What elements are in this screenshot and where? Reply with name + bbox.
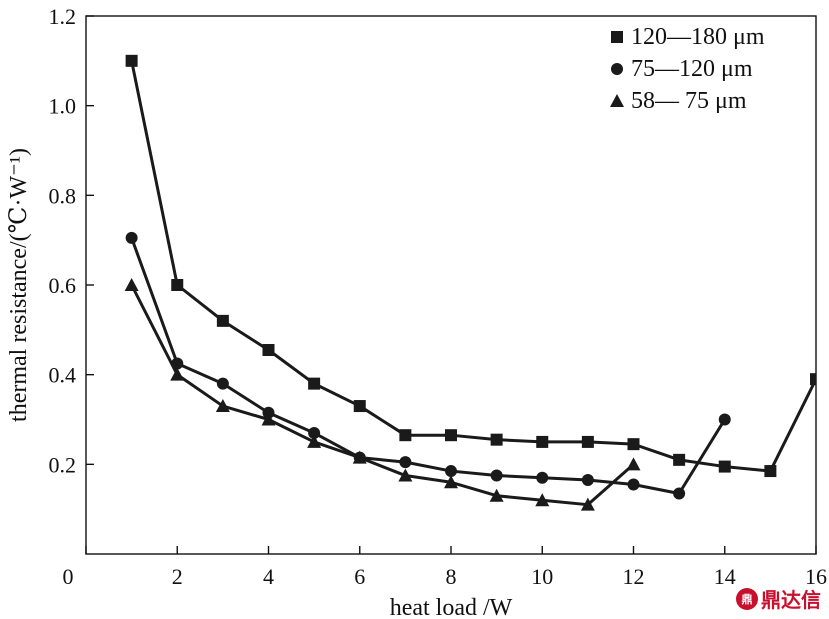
x-tick-label: 10 xyxy=(531,564,553,589)
data-point-circle xyxy=(718,413,731,426)
legend-label-square: 120—180 μm xyxy=(631,24,765,50)
data-point-triangle xyxy=(444,475,458,489)
y-tick-label: 0.4 xyxy=(49,363,77,388)
axes: 0 2 4 6 8 10 12 14 16 0.2 0.4 0.6 0.8 1.0 1.2 xyxy=(49,4,828,589)
x-tick-label: 0 xyxy=(63,564,74,589)
data-point-square xyxy=(399,429,412,442)
y-tick-label: 1.0 xyxy=(49,94,77,119)
x-tick-label: 12 xyxy=(623,564,645,589)
data-point-square xyxy=(581,435,594,448)
data-point-square xyxy=(445,429,457,442)
data-point-square xyxy=(764,465,777,478)
x-tick-label: 4 xyxy=(263,564,274,589)
data-point-circle xyxy=(216,377,229,390)
data-point-square xyxy=(810,373,816,386)
data-point-triangle xyxy=(307,434,322,448)
data-point-square xyxy=(536,435,549,448)
legend-marker-triangle xyxy=(610,94,624,107)
data-point-square xyxy=(262,344,275,357)
data-point-triangle xyxy=(261,412,276,426)
x-tick-label: 2 xyxy=(172,564,183,589)
data-point-square xyxy=(490,433,503,446)
data-point-triangle xyxy=(398,468,413,482)
x-tick-label: 14 xyxy=(714,564,736,589)
series-layer xyxy=(124,54,816,511)
data-point-triangle xyxy=(489,488,504,502)
data-point-circle xyxy=(399,456,412,469)
data-point-circle xyxy=(536,471,549,484)
y-tick-label: 0.6 xyxy=(49,273,77,298)
data-point-circle xyxy=(125,231,138,244)
legend-label-triangle: 58— 75 μm xyxy=(631,88,747,114)
series-square xyxy=(125,54,816,478)
x-tick-label: 8 xyxy=(446,564,457,589)
series-triangle xyxy=(124,278,641,511)
data-point-triangle xyxy=(352,450,367,464)
data-point-circle xyxy=(308,426,321,439)
data-point-circle xyxy=(673,487,686,500)
series-line-circle xyxy=(130,237,727,495)
data-point-square xyxy=(308,377,321,390)
data-point-triangle xyxy=(215,399,230,413)
legend-marker-square xyxy=(611,31,623,43)
data-point-triangle xyxy=(170,367,185,381)
data-point-triangle xyxy=(124,278,139,291)
data-point-square xyxy=(353,400,366,413)
data-point-square xyxy=(171,279,184,291)
data-point-square xyxy=(216,314,229,327)
data-point-square xyxy=(627,438,640,451)
data-point-square xyxy=(673,453,686,466)
y-axis-title: thermal resistance/(℃·W⁻¹) xyxy=(6,148,32,422)
x-tick-label: 6 xyxy=(354,564,365,589)
x-axis-title: heat load /W xyxy=(390,595,513,619)
data-point-triangle xyxy=(535,493,550,507)
y-tick-label: 1.2 xyxy=(49,4,77,29)
data-point-circle xyxy=(490,469,503,482)
y-tick-label: 0.8 xyxy=(49,183,77,208)
watermark-text: 鼎达信 xyxy=(761,588,821,612)
data-point-triangle xyxy=(626,457,641,471)
data-point-circle xyxy=(581,474,594,487)
x-tick-label: 16 xyxy=(805,564,827,589)
data-point-square xyxy=(125,54,138,67)
legend-label-circle: 75—120 μm xyxy=(631,56,753,82)
series-circle xyxy=(125,231,731,500)
data-point-square xyxy=(718,460,731,473)
legend-marker-circle xyxy=(611,63,623,75)
legend: 120—180 μm 75—120 μm 58— 75 μm xyxy=(610,24,765,114)
watermark: 鼎 鼎达信 xyxy=(736,584,821,613)
series-line-triangle xyxy=(130,284,635,507)
data-point-circle xyxy=(445,465,457,478)
series-line-square xyxy=(130,60,816,473)
seal-icon: 鼎 xyxy=(736,587,758,610)
data-point-circle xyxy=(627,478,640,491)
y-tick-label: 0.2 xyxy=(49,452,77,477)
data-point-triangle xyxy=(580,497,595,511)
